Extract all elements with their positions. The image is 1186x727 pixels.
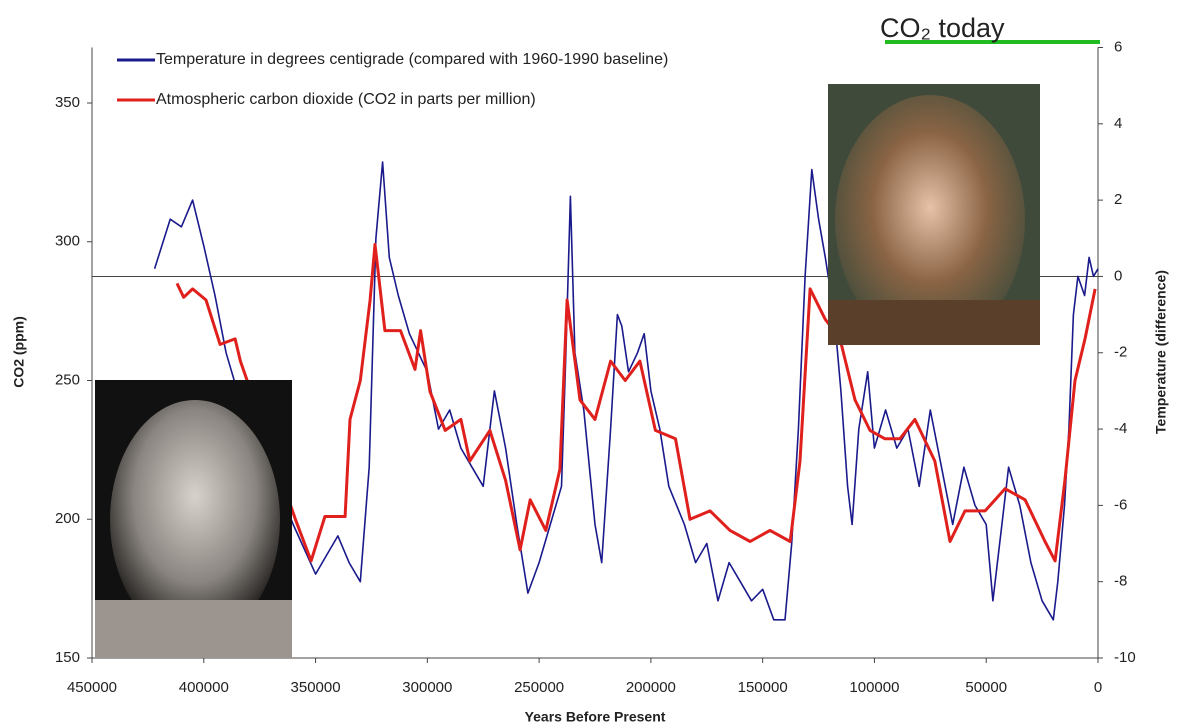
y-tick-label: 200 (55, 510, 80, 527)
x-tick-label: 200000 (626, 679, 676, 696)
x-tick-label: 400000 (179, 679, 229, 696)
y-axis-title: CO2 (ppm) (11, 316, 27, 388)
y2-tick-label: -10 (1114, 649, 1136, 666)
series-line (153, 161, 1099, 621)
y-tick-label: 350 (55, 94, 80, 111)
legend-label: Atmospheric carbon dioxide (CO2 in parts… (156, 91, 536, 108)
y2-tick-label: 4 (1114, 115, 1122, 132)
plot-area: 150 200 250 300 350 -10 -8 -6 -4 -2 0 2 4 6 450000 4000… (55, 38, 1136, 696)
y2-axis-title: Temperature (difference) (1153, 270, 1169, 434)
y2-tick-label: 0 (1114, 267, 1122, 284)
x-tick-label: 50000 (965, 679, 1007, 696)
photo-child (828, 84, 1040, 345)
y2-tick-label: 2 (1114, 191, 1122, 208)
annotation: CO₂ today (880, 13, 1005, 43)
x-tick-label: 150000 (738, 679, 788, 696)
photo-neanderthal (95, 380, 292, 658)
y-tick-label: 250 (55, 371, 80, 388)
x-axis-title: Years Before Present (525, 709, 666, 725)
series-line (175, 243, 1097, 563)
x-tick-label: 250000 (514, 679, 564, 696)
y-tick-label: 300 (55, 233, 80, 250)
y2-tick-label: -8 (1114, 573, 1127, 590)
x-tick-label: 100000 (849, 679, 899, 696)
y2-tick-label: 6 (1114, 38, 1122, 55)
x-tick-label: 0 (1094, 679, 1102, 696)
y2-tick-label: -4 (1114, 420, 1127, 437)
x-tick-label: 300000 (402, 679, 452, 696)
y2-tick-label: -6 (1114, 496, 1127, 513)
legend-label: Temperature in degrees centigrade (compa… (156, 51, 668, 68)
y-tick-label: 150 (55, 649, 80, 666)
y2-tick-label: -2 (1114, 344, 1127, 361)
x-tick-label: 450000 (67, 679, 117, 696)
x-tick-label: 350000 (291, 679, 341, 696)
